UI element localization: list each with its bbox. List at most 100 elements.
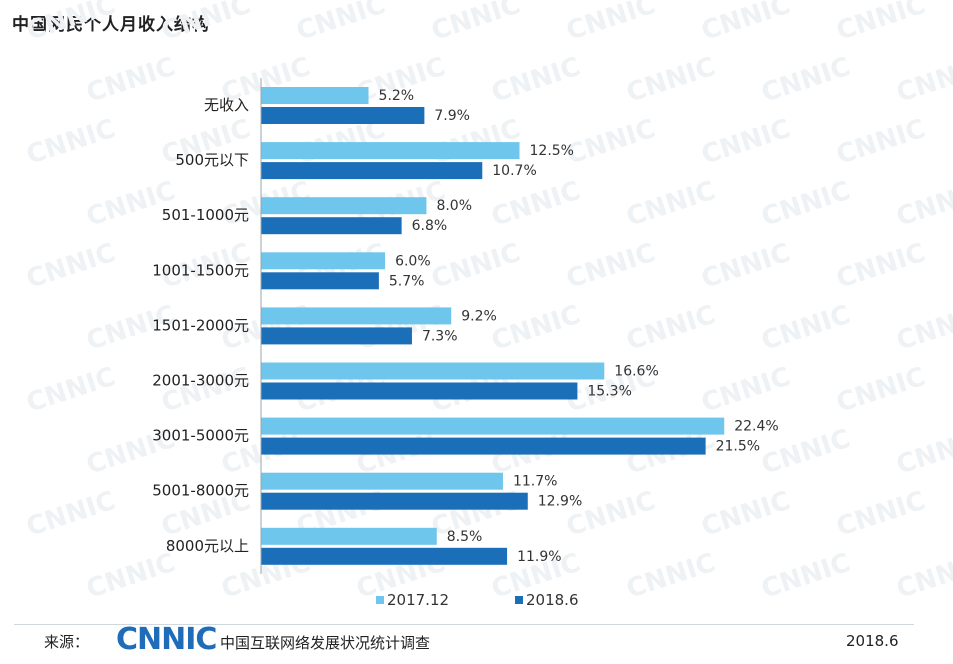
watermark-text: CNNIC [698, 238, 794, 295]
bar-2017.12 [261, 252, 386, 270]
bar-2017.12 [261, 472, 503, 490]
watermark-text: CNNIC [23, 0, 119, 47]
watermark-text: CNNIC [833, 362, 929, 419]
footer-source-label: 来源： [44, 633, 90, 651]
bar-value-label: 11.9% [517, 549, 561, 565]
watermark-text: CNNIC [698, 486, 794, 543]
bar-value-label: 15.3% [587, 384, 631, 400]
watermark-text: CNNIC [623, 176, 719, 233]
bar-value-label: 8.5% [447, 529, 483, 545]
watermark-text: CNNIC [758, 300, 854, 357]
legend-label: 2017.12 [387, 591, 449, 609]
bar-value-label: 21.5% [716, 439, 760, 455]
bar-2018.6 [261, 492, 528, 510]
page-title: 中国网民个人月收入结构 [12, 15, 210, 35]
watermark-text: CNNIC [698, 362, 794, 419]
watermark-text: CNNIC [293, 0, 389, 47]
watermark-text: CNNIC [428, 238, 524, 295]
legend: 2017.12 2018.6 [376, 591, 579, 609]
category-label: 5001-8000元 [152, 482, 249, 500]
cnnic-logo: CNNIC [116, 622, 217, 657]
watermark-text: CNNIC [758, 176, 854, 233]
category-labels: 无收入 500元以下 501-1000元 1001-1500元 1501-2000元 20… [152, 96, 249, 555]
category-label: 8000元以上 [166, 537, 249, 555]
watermark-text: CNNIC [158, 0, 254, 47]
category-label: 500元以下 [175, 151, 249, 169]
watermark-text: CNNIC [833, 0, 929, 47]
bar-value-label: 11.7% [513, 474, 557, 490]
watermark-text: CNNIC [623, 52, 719, 109]
watermark-text: CNNIC [893, 176, 953, 233]
watermark-layer: CNNIC CNNIC CNNIC CNNIC CNNIC CNNIC CNNICCNNIC… [23, 0, 953, 605]
category-label: 2001-3000元 [152, 372, 249, 390]
bar-2017.12 [261, 362, 605, 380]
bar-value-label: 8.0% [436, 198, 472, 214]
category-label: 3001-5000元 [152, 427, 249, 445]
bar-value-label: 7.3% [422, 328, 458, 344]
bar-2017.12 [261, 87, 369, 104]
bar-2017.12 [261, 307, 452, 325]
legend-swatch [515, 596, 523, 604]
footer-report-name: 中国互联网络发展状况统计调查 [220, 634, 431, 652]
legend-swatch [376, 596, 384, 604]
watermark-text: CNNIC [563, 238, 659, 295]
bar-value-label: 22.4% [734, 419, 778, 435]
bar-value-label: 6.0% [395, 253, 431, 269]
bar-2017.12 [261, 142, 520, 160]
category-label: 1501-2000元 [152, 316, 249, 334]
bar-2018.6 [261, 217, 402, 235]
watermark-text: CNNIC [23, 486, 119, 543]
watermark-text: CNNIC [23, 238, 119, 295]
watermark-text: CNNIC [488, 300, 584, 357]
watermark-text: CNNIC [833, 238, 929, 295]
bar-2018.6 [261, 107, 425, 124]
bar-2018.6 [261, 437, 706, 455]
bar-value-label: 12.9% [538, 494, 582, 510]
watermark-text: CNNIC [698, 114, 794, 171]
bar-2017.12 [261, 417, 725, 435]
bar-2018.6 [261, 162, 483, 180]
watermark-text: CNNIC [23, 114, 119, 171]
bar-value-label: 12.5% [530, 143, 574, 159]
bar-value-label: 9.2% [461, 308, 497, 324]
watermark-text: CNNIC [893, 300, 953, 357]
category-label: 1001-1500元 [152, 261, 249, 279]
bar-2018.6 [261, 382, 578, 400]
watermark-text: CNNIC [488, 176, 584, 233]
bar-2018.6 [261, 327, 412, 345]
watermark-text: CNNIC [623, 548, 719, 605]
watermark-text: CNNIC [833, 486, 929, 543]
bar-value-label: 6.8% [412, 218, 448, 234]
bar-value-label: 16.6% [614, 364, 658, 380]
footer-date: 2018.6 [846, 632, 899, 650]
watermark-text: CNNIC [83, 548, 179, 605]
category-label: 无收入 [204, 96, 249, 114]
bar-2017.12 [261, 197, 427, 215]
watermark-text: CNNIC [698, 0, 794, 47]
watermark-text: CNNIC [23, 362, 119, 419]
watermark-text: CNNIC [563, 0, 659, 47]
legend-label: 2018.6 [526, 591, 579, 609]
watermark-text: CNNIC [893, 548, 953, 605]
bar-value-label: 7.9% [434, 108, 470, 124]
watermark-text: CNNIC [623, 300, 719, 357]
bar-value-label: 10.7% [492, 163, 536, 179]
bar-2017.12 [261, 527, 437, 545]
watermark-text: CNNIC [758, 548, 854, 605]
watermark-text: CNNIC [893, 52, 953, 109]
watermark-text: CNNIC [833, 114, 929, 171]
bar-value-label: 5.7% [389, 273, 425, 289]
watermark-text: CNNIC [488, 52, 584, 109]
watermark-text: CNNIC [758, 52, 854, 109]
watermark-text: CNNIC [83, 52, 179, 109]
bar-value-labels: 5.2% 7.9% 12.5% 10.7% 8.0% 6.8% 6.0% 5.7% 9.2%7.… [379, 88, 779, 565]
bar-2018.6 [261, 547, 508, 565]
bar-value-label: 5.2% [379, 88, 415, 104]
watermark-text: CNNIC [428, 0, 524, 47]
bar-2018.6 [261, 272, 379, 290]
watermark-text: CNNIC [158, 362, 254, 419]
watermark-text: CNNIC [893, 424, 953, 481]
watermark-text: CNNIC [563, 114, 659, 171]
footer-divider [14, 624, 914, 625]
